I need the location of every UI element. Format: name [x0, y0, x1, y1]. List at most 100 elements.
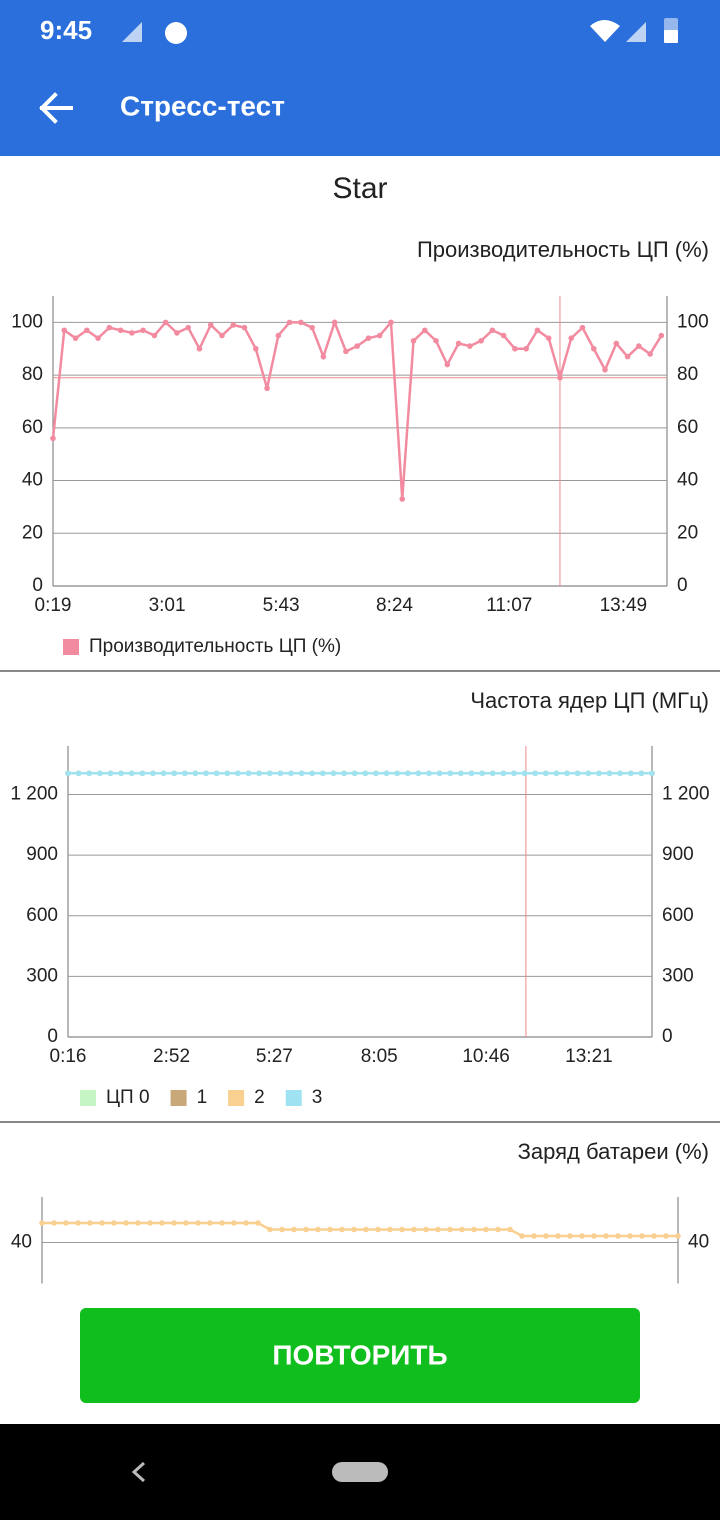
y-tick-label: 40 — [11, 1232, 32, 1253]
chart-title: Частота ядер ЦП (МГц) — [470, 688, 709, 713]
data-point — [213, 770, 220, 777]
data-point — [298, 770, 305, 777]
data-point — [532, 770, 538, 777]
data-point — [531, 1233, 537, 1239]
data-point — [330, 770, 337, 777]
nav-back[interactable] — [131, 1461, 146, 1483]
data-point — [591, 1233, 597, 1239]
repeat-button[interactable]: ПОВТОРИТЬ — [80, 1308, 640, 1403]
legend-label: Производительность ЦП (%) — [89, 636, 341, 657]
data-point — [410, 338, 417, 344]
data-point — [564, 770, 570, 777]
data-point — [387, 1226, 393, 1233]
data-point — [426, 770, 432, 777]
y-tick-label: 20 — [22, 522, 43, 543]
data-point — [61, 327, 68, 334]
data-point — [339, 1226, 345, 1233]
legend-label: ЦП 0 — [106, 1087, 150, 1108]
data-point — [567, 1233, 573, 1239]
data-point — [309, 770, 316, 777]
data-point — [415, 770, 422, 777]
data-point — [512, 345, 518, 352]
data-point — [483, 1226, 489, 1233]
x-tick-label: 5:27 — [256, 1046, 293, 1067]
data-point — [279, 1226, 285, 1233]
data-point — [171, 770, 177, 777]
data-point — [241, 324, 248, 331]
data-point — [231, 1220, 237, 1226]
data-point — [362, 770, 369, 777]
data-point — [51, 1220, 57, 1226]
legend-label: 1 — [197, 1087, 208, 1108]
x-tick-label: 13:49 — [600, 595, 648, 616]
data-point — [557, 374, 563, 381]
data-point — [421, 327, 428, 334]
status-icons — [122, 18, 678, 44]
y-tick-label: 100 — [11, 311, 43, 332]
data-point — [365, 335, 372, 341]
legend-label: 3 — [312, 1087, 323, 1108]
data-point — [636, 343, 642, 349]
data-point — [351, 1226, 357, 1233]
data-point — [267, 1226, 273, 1233]
data-point — [291, 1226, 297, 1233]
data-point — [252, 345, 259, 352]
data-point — [435, 1226, 441, 1233]
button-label: ПОВТОРИТЬ — [272, 1339, 447, 1370]
x-tick-label: 0:16 — [50, 1046, 87, 1067]
data-point — [128, 770, 135, 777]
data-point — [83, 327, 90, 334]
y-tick-label-right: 1 200 — [662, 784, 710, 805]
data-point — [219, 1220, 225, 1226]
y-tick-label-right: 60 — [677, 417, 698, 438]
data-point — [174, 330, 180, 336]
data-point — [495, 1226, 501, 1233]
data-point — [543, 770, 549, 777]
y-tick-label-right: 100 — [677, 311, 709, 332]
data-point — [479, 770, 485, 777]
data-point — [519, 1233, 525, 1239]
y-tick-label-right: 80 — [677, 364, 698, 385]
data-point — [354, 343, 360, 349]
y-tick-label-right: 600 — [662, 905, 694, 926]
y-tick-label: 900 — [26, 844, 58, 865]
data-point — [86, 770, 93, 777]
data-point — [627, 770, 634, 777]
x-tick-label: 8:24 — [376, 595, 413, 616]
data-point — [471, 1226, 477, 1233]
app-title: Стресс-тест — [120, 90, 285, 121]
data-point — [327, 1226, 333, 1233]
data-point — [649, 770, 655, 777]
data-point — [458, 770, 464, 777]
data-point — [219, 332, 225, 339]
y-tick-label-right: 300 — [662, 965, 694, 986]
data-point — [87, 1220, 93, 1226]
x-tick-label: 5:43 — [263, 595, 300, 616]
data-point — [399, 496, 406, 502]
data-point — [140, 327, 146, 334]
data-point — [162, 319, 169, 326]
data-point — [160, 770, 167, 777]
data-point — [596, 770, 602, 777]
data-point — [224, 770, 231, 777]
y-tick-label-right: 40 — [677, 470, 698, 491]
data-point — [320, 770, 326, 777]
data-point — [151, 332, 158, 339]
data-point — [627, 1233, 633, 1239]
data-point — [615, 1233, 621, 1239]
data-point — [459, 1226, 465, 1233]
data-point — [606, 770, 613, 777]
data-point — [579, 1233, 585, 1239]
nav-home[interactable] — [332, 1462, 388, 1482]
data-point — [423, 1226, 429, 1233]
data-point — [579, 324, 586, 331]
y-tick-label: 600 — [26, 905, 58, 926]
data-point — [207, 1220, 213, 1226]
data-point — [436, 770, 443, 777]
data-point — [467, 343, 473, 349]
back-button[interactable] — [39, 92, 73, 124]
data-point — [675, 1233, 681, 1239]
data-point — [399, 1226, 405, 1233]
data-point — [315, 1226, 321, 1233]
